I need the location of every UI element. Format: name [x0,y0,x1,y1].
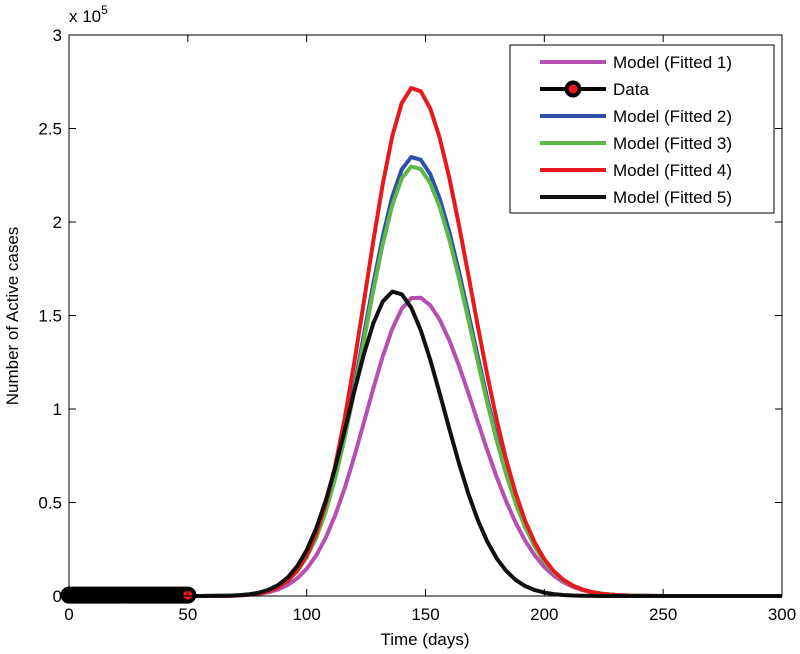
y-tick-label: 2.5 [38,120,62,139]
x-tick-label: 300 [768,605,796,624]
x-tick-label: 50 [178,605,197,624]
series-line [69,164,782,598]
x-tick-label: 200 [530,605,558,624]
legend: Model (Fitted 1) Data Model (Fitted 2) Mode… [509,44,775,214]
legend-box [509,44,775,214]
y-tick-label: 1 [53,400,62,419]
x-tick-label: 250 [649,605,677,624]
legend-label: Model (Fitted 2) [613,107,732,126]
y-axis-label: Number of Active cases [3,227,22,406]
legend-label: Data [613,80,649,99]
series-line [69,289,782,598]
y-tick-label: 3 [53,26,62,45]
y-tick-labels: 0 0.5 1 1.5 2 2.5 3 [38,26,62,606]
y-tick-label: 1.5 [38,307,62,326]
x-tick-labels: 0 50 100 150 200 250 300 [64,605,796,624]
x-tick-label: 150 [411,605,439,624]
axis-ticks [68,34,783,597]
legend-label: Model (Fitted 5) [613,188,732,207]
series-line [69,155,782,598]
y-tick-label: 0.5 [38,494,62,513]
y-tick-label: 0 [53,587,62,606]
x-axis-label: Time (days) [380,630,469,649]
x-tick-label: 100 [292,605,320,624]
legend-marker [564,80,582,98]
x-tick-label: 0 [64,605,73,624]
legend-label: Model (Fitted 4) [613,161,732,180]
y-axis-multiplier: x 105 [69,3,108,26]
legend-label: Model (Fitted 1) [613,53,732,72]
y-tick-label: 2 [53,213,62,232]
legend-label: Model (Fitted 3) [613,134,732,153]
